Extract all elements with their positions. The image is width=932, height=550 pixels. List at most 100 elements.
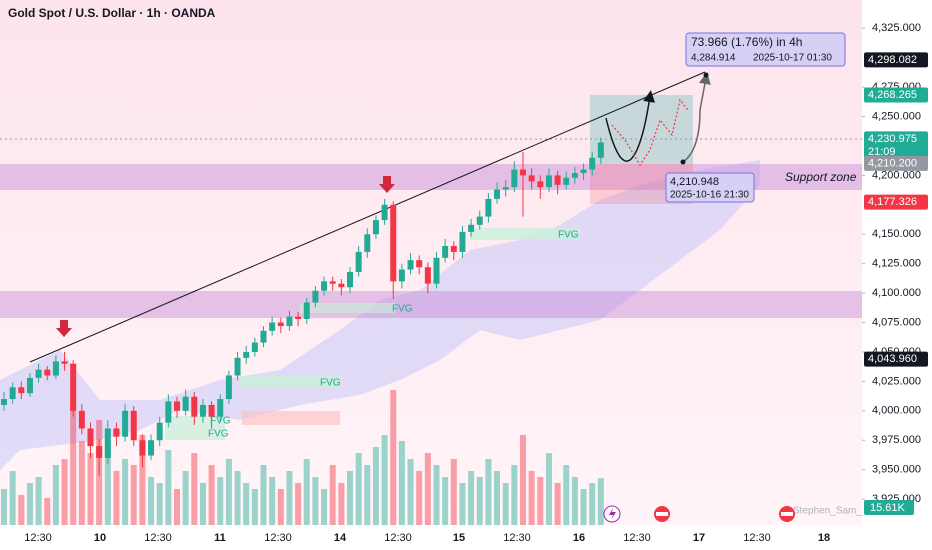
volume-bar [70, 405, 77, 525]
candle-body [442, 246, 449, 258]
y-tick-label: 4,000.000 [872, 405, 921, 417]
volume-bar [295, 483, 302, 525]
fvg-label: FVG [558, 230, 579, 241]
price-label-box [864, 155, 928, 171]
volume-bar [87, 453, 94, 525]
candle-body [52, 361, 59, 376]
volume-bar [113, 471, 120, 525]
volume-bar [468, 471, 475, 525]
candle-body [511, 169, 518, 188]
y-tick-label: 4,025.000 [872, 375, 921, 387]
axis-labels: 4,325.0004,275.0004,250.0004,200.0004,15… [24, 22, 928, 544]
volume-bar [191, 453, 198, 525]
fvg-box [470, 228, 580, 240]
x-tick-label: 12:30 [24, 532, 52, 544]
projection-dotted [611, 98, 689, 167]
volume-bar [243, 483, 250, 525]
candle-body [182, 396, 189, 411]
volume-bar [286, 471, 293, 525]
candle-body [303, 302, 310, 320]
chart-title: Gold Spot / U.S. Dollar · 1h · OANDA [8, 6, 216, 20]
candle-body [502, 187, 509, 190]
volume-bar [502, 483, 509, 525]
volume-bar [416, 471, 423, 525]
candle-body [199, 404, 206, 417]
volume-bar [571, 477, 578, 525]
volume-bar [1, 489, 7, 525]
price-label-box [864, 52, 928, 68]
volume-bar [122, 459, 129, 525]
volume-label-box [864, 500, 914, 515]
volume-bar [407, 459, 414, 525]
y-tick-label: 4,125.000 [872, 258, 921, 270]
x-tick-label: 16 [573, 532, 585, 544]
candle-body [78, 410, 85, 429]
volume-bar [260, 465, 267, 525]
candle-body [459, 231, 466, 252]
candle-body [468, 224, 475, 232]
volume-bar [381, 435, 388, 525]
watermark: Stephen_Sam_ [793, 506, 862, 517]
time-axis [0, 525, 862, 550]
volume-bar [26, 483, 33, 525]
candle-body [372, 220, 379, 235]
volume-bar [182, 471, 189, 525]
point [703, 72, 709, 78]
volume-bar [390, 390, 397, 525]
volume-bar [104, 447, 111, 525]
volume-bar [329, 465, 336, 525]
price-label-box [864, 194, 928, 210]
candle-body [563, 177, 570, 185]
y-tick-label: 4,150.000 [872, 228, 921, 240]
trendline [29, 71, 706, 363]
candle-body [277, 322, 284, 327]
volume-bar [321, 489, 328, 525]
volume-bar [450, 459, 457, 525]
volume-bar [554, 483, 561, 525]
volume-bar [398, 441, 405, 525]
candle-body [390, 204, 397, 282]
fvg-label: FVG [208, 429, 229, 440]
measure-price: 4,284.914 [691, 53, 736, 64]
projection-arrow [682, 72, 711, 163]
candle-body [589, 157, 596, 170]
candle-body [571, 173, 578, 178]
fvg-box [165, 416, 225, 440]
candle-body [286, 316, 293, 327]
x-tick-label: 15 [453, 532, 465, 544]
volume-bar [476, 477, 483, 525]
candle-body [269, 322, 276, 331]
candle-body [485, 198, 492, 217]
price-label: 4,268.265 [868, 89, 917, 101]
volume-bar [537, 477, 544, 525]
volume-bar [597, 478, 604, 525]
volume-bar [139, 435, 146, 525]
candle-body [61, 361, 68, 364]
x-tick-label: 12:30 [623, 532, 651, 544]
measure-time: 2025-10-17 01:30 [753, 53, 832, 64]
volume-bar [96, 420, 103, 525]
candle-body [476, 216, 483, 225]
price-label: 4,177.326 [868, 196, 917, 208]
volume-bar [580, 489, 587, 525]
candle-body [174, 401, 180, 411]
candle-body [113, 428, 120, 437]
volume-bar [424, 453, 431, 525]
volume-bar [511, 465, 518, 525]
fvg-label: FVG [210, 416, 231, 427]
candle-body [329, 281, 336, 284]
candle-body [416, 260, 423, 268]
candle-body [520, 169, 526, 176]
x-tick-label: 18 [818, 532, 830, 544]
fvg-box [300, 303, 395, 313]
candle-body [537, 181, 544, 188]
fvg-label: FVG [392, 304, 413, 315]
y-tick-label: 3,975.000 [872, 434, 921, 446]
volume-bar [208, 465, 215, 525]
candle-body [321, 281, 328, 291]
candle-body [18, 387, 25, 394]
candle-body [208, 404, 215, 417]
volume-bar [18, 495, 25, 525]
volume-bar [269, 477, 276, 525]
